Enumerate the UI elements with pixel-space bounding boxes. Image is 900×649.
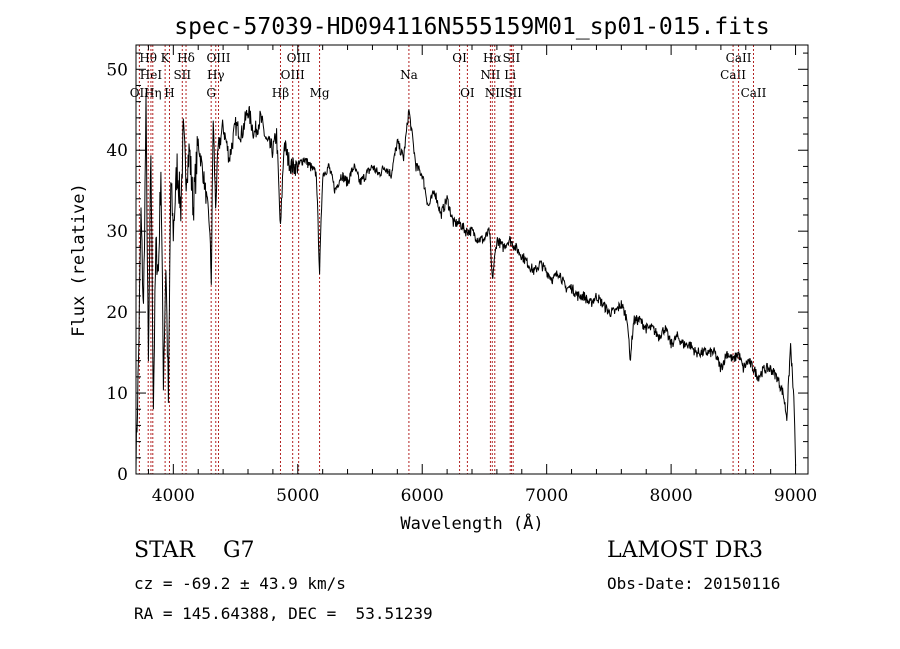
x-axis-label: Wavelength (Å) [400,512,543,534]
spectrum-line [135,92,797,472]
y-tick-label-0: 0 [117,465,128,485]
x-tick-label-0: 4000 [152,486,195,506]
marker-label-21: Li [504,68,516,82]
axes: 4000 5000 6000 7000 8000 9000 0 10 20 30 40 50 [106,44,817,506]
marker-label-6: SII [173,68,191,82]
spectrum-series [135,92,797,472]
x-tick-label-1: 5000 [276,486,319,506]
marker-label-18: NII [480,68,500,82]
coordinates-label: RA = 145.64388, DEC = 53.51239 [134,604,433,623]
marker-label-25: CaII [726,51,752,65]
redshift-label: cz = -69.2 ± 43.9 km/s [134,574,346,593]
marker-label-11: Hβ [272,86,289,100]
marker-label-9: Hγ [207,68,225,82]
obs-date-label: Obs-Date: 20150116 [607,574,781,593]
marker-label-14: Mg [310,86,330,100]
y-tick-label-5: 50 [106,60,128,80]
marker-label-3: Hη [144,86,162,100]
y-tick-label-1: 10 [106,384,128,404]
marker-label-13: OIII [287,51,311,65]
marker-label-4: K [161,51,171,65]
y-tick-label-3: 30 [106,222,128,242]
marker-label-23: SII [504,86,522,100]
x-tick-label-4: 8000 [649,486,692,506]
y-axis-label: Flux (relative) [69,183,89,337]
survey-label: LAMOST DR3 [607,538,763,563]
marker-label-1: Hθ [139,51,157,65]
marker-label-24: CaII [720,68,746,82]
marker-label-20: NII [485,86,505,100]
chart-title: spec-57039-HD094116N555159M01_sp01-015.f… [174,14,769,40]
marker-label-19: Hα [483,51,502,65]
x-tick-label-3: 7000 [525,486,568,506]
marker-label-15: Na [400,68,418,82]
x-tick-label-2: 6000 [401,486,444,506]
line-markers: OII Hθ HeI Hη K H SII Hδ G Hγ OIII Hβ OIII OIII Mg Na OI… [130,45,767,474]
marker-label-5: H [164,86,174,100]
marker-label-7: Hδ [177,51,195,65]
y-tick-label-2: 20 [106,303,128,323]
marker-label-10: OIII [206,51,230,65]
plot-frame [135,44,809,475]
marker-label-26: CaII [741,86,767,100]
classification-label: STAR G7 [134,538,255,563]
x-tick-label-5: 9000 [774,486,817,506]
y-tick-label-4: 40 [106,141,128,161]
marker-label-12: OIII [281,68,305,82]
marker-label-22: SII [503,51,521,65]
marker-label-8: G [206,86,216,100]
marker-label-2: HeI [140,68,163,82]
marker-label-17: OI [460,86,475,100]
marker-label-16: OI [452,51,467,65]
marker-label-0: OII [130,86,150,100]
